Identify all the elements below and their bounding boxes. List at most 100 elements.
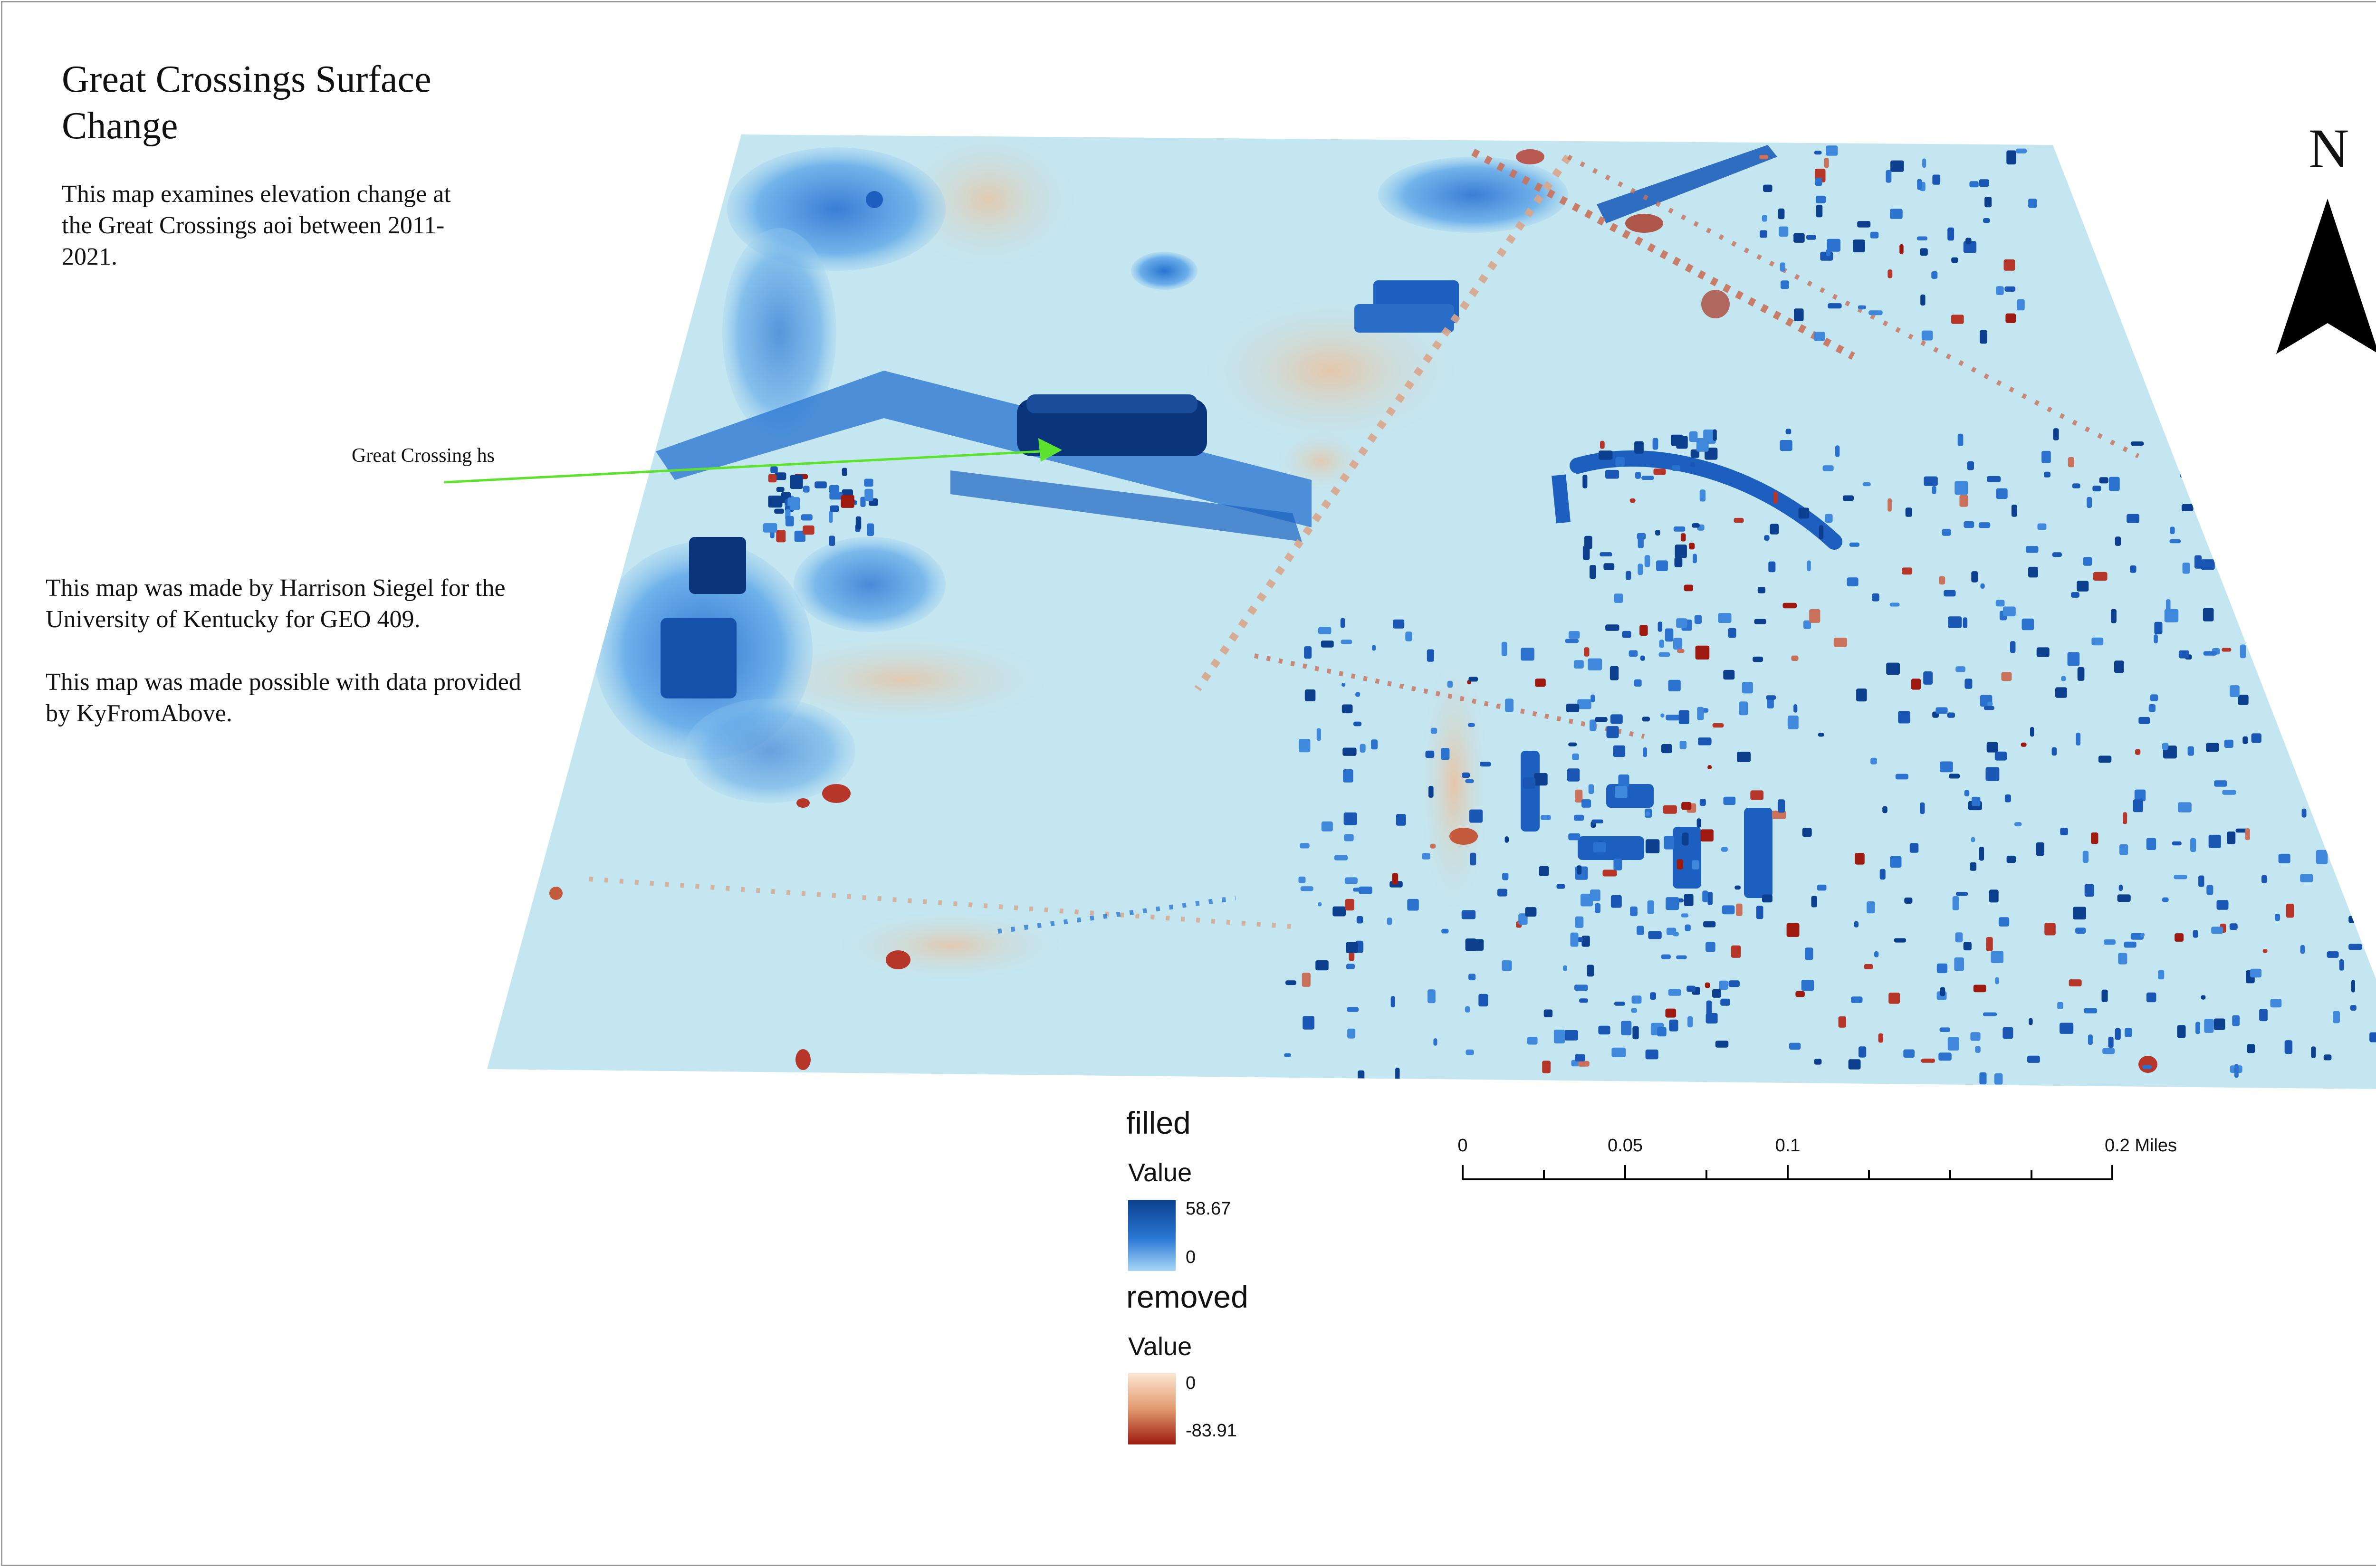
surface-structure: [2348, 944, 2362, 950]
surface-structure: [2021, 742, 2027, 747]
surface-structure: [841, 495, 854, 508]
surface-structure: [1467, 723, 1475, 727]
surface-structure: [1728, 980, 1740, 987]
surface-structure: [2028, 566, 2038, 578]
surface-structure: [2300, 945, 2305, 954]
surface-structure: [1705, 982, 1710, 988]
surface-structure: [1890, 209, 1903, 219]
surface-structure: [1543, 1009, 1553, 1017]
surface-structure: [2208, 834, 2221, 848]
surface-structure: [1809, 609, 1820, 623]
surface-structure: [2134, 789, 2146, 802]
surface-structure: [789, 497, 800, 510]
surface-structure: [1815, 178, 1822, 186]
surface-structure: [1318, 627, 1332, 634]
surface-structure: [1598, 1025, 1610, 1035]
surface-structure: [1979, 847, 1984, 861]
surface-structure: [1951, 257, 1958, 263]
surface-structure: [2185, 444, 2194, 454]
surface-structure: [1556, 884, 1565, 889]
surface-structure: [1940, 761, 1953, 773]
surface-structure: [1923, 671, 1933, 685]
surface-structure: [803, 486, 810, 493]
surface-structure: [1801, 980, 1814, 991]
surface-structure: [2211, 927, 2223, 934]
surface-structure: [1818, 733, 1824, 737]
surface-structure: [1645, 1049, 1658, 1060]
surface-structure: [770, 531, 775, 538]
surface-structure: [1570, 932, 1579, 947]
surface-structure: [1340, 618, 1345, 628]
surface-structure: [1986, 742, 1998, 753]
surface-structure: [2142, 1065, 2152, 1069]
surface-structure: [1705, 1013, 1718, 1024]
surface-structure: [1778, 208, 1785, 220]
surface-structure: [1638, 564, 1643, 575]
surface-structure: [1817, 884, 1827, 891]
surface-structure: [1422, 853, 1430, 860]
surface-structure: [1970, 862, 1977, 871]
surface-structure: [2230, 685, 2240, 697]
surface-structure: [1407, 899, 1419, 911]
surface-structure: [775, 472, 786, 480]
surface-structure: [1315, 960, 1329, 971]
surface-structure: [1828, 303, 1842, 309]
surface-structure: [1991, 951, 2003, 963]
surface-structure: [2261, 875, 2267, 883]
surface-structure: [1842, 495, 1854, 501]
surface-structure: [2367, 885, 2376, 892]
surface-structure: [1971, 796, 1981, 806]
surface-structure: [2162, 743, 2169, 750]
surface-structure: [2003, 606, 2016, 617]
surface-structure: [2103, 939, 2116, 945]
surface-structure: [2253, 599, 2261, 605]
surface-structure: [1687, 1016, 1693, 1028]
surface-structure: [1478, 994, 1488, 1007]
surface-structure: [2198, 875, 2204, 887]
surface-structure: [1779, 226, 1789, 237]
surface-structure: [2169, 539, 2181, 544]
surface-structure: [1642, 717, 1650, 722]
surface-structure: [1582, 475, 1588, 488]
surface-structure: [2242, 736, 2248, 744]
surface-structure: [1791, 655, 1799, 661]
surface-structure: [1980, 330, 1987, 344]
surface-structure: [2041, 450, 2051, 463]
surface-structure: [1614, 1002, 1625, 1006]
surface-structure: [776, 530, 786, 543]
surface-structure: [1985, 767, 2000, 781]
surface-structure: [2148, 704, 2156, 712]
surface-structure: [2118, 953, 2127, 965]
surface-structure: [1931, 271, 1938, 279]
surface-structure: [2073, 907, 2086, 920]
surface-structure: [829, 485, 840, 494]
surface-structure: [1425, 750, 1435, 758]
surface-structure: [1469, 809, 1483, 823]
surface-structure: [1806, 235, 1816, 240]
surface-structure: [2237, 553, 2244, 562]
surface-structure: [867, 523, 874, 536]
surface-structure: [1600, 552, 1612, 556]
surface-structure: [1964, 521, 1974, 528]
surface-structure: [1568, 631, 1580, 639]
surface-structure: [1643, 747, 1647, 757]
surface-structure: [1665, 628, 1674, 642]
surface-structure: [2101, 989, 2108, 1002]
surface-structure: [2084, 884, 2094, 897]
surface-structure: [2115, 1028, 2121, 1040]
surface-structure: [2301, 555, 2315, 567]
surface-structure: [1920, 294, 1926, 306]
surface-structure: [2355, 542, 2361, 546]
surface-structure: [2029, 1018, 2033, 1025]
surface-structure: [2002, 1027, 2013, 1039]
surface-structure: [1998, 917, 2010, 927]
surface-structure: [1358, 1070, 1365, 1081]
surface-structure: [2339, 637, 2348, 647]
surface-structure: [2222, 790, 2236, 795]
surface-structure: [1661, 744, 1672, 754]
surface-structure: [1986, 937, 1993, 951]
surface-structure: [2201, 995, 2206, 1000]
surface-structure: [2234, 460, 2242, 466]
